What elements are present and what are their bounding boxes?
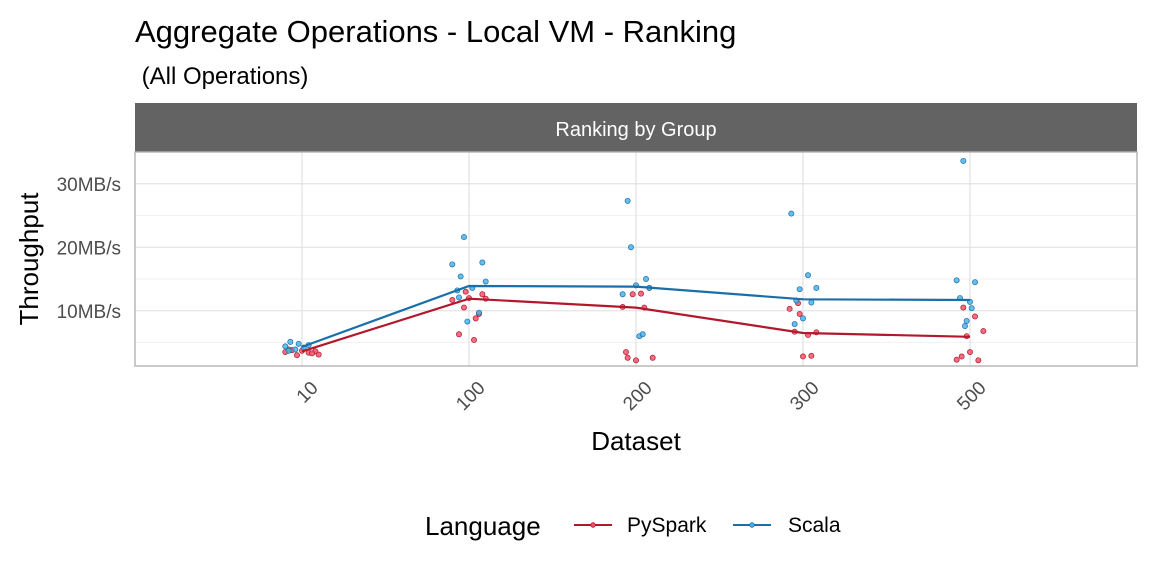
point-scala [282, 343, 289, 350]
legend: Language PySpark Scala [425, 511, 841, 541]
point-scala [292, 346, 299, 353]
point-pyspark [629, 291, 636, 298]
y-tick-label: 10MB/s [57, 302, 121, 323]
point-scala [476, 309, 482, 316]
point-pyspark [972, 313, 978, 320]
point-scala [639, 331, 646, 338]
point-scala [619, 291, 626, 298]
legend-item-scala: Scala [733, 514, 841, 537]
point-pyspark [638, 290, 644, 297]
series-lines [301, 284, 971, 353]
point-pyspark [294, 352, 300, 359]
point-pyspark [958, 353, 965, 360]
point-pyspark [456, 331, 462, 338]
point-scala [953, 277, 960, 284]
point-scala [800, 315, 806, 322]
y-axis-title: Throughput [14, 192, 44, 326]
legend-key-dot-pyspark [590, 522, 596, 528]
point-pyspark [309, 350, 315, 357]
point-pyspark [624, 354, 631, 361]
point-scala [457, 273, 464, 280]
point-scala [791, 321, 798, 328]
point-pyspark [479, 291, 486, 298]
point-scala [960, 157, 967, 164]
point-pyspark [796, 310, 803, 317]
point-scala [968, 305, 975, 312]
point-scala [963, 317, 970, 324]
plot-grid [135, 151, 1137, 366]
point-scala [449, 261, 456, 268]
point-scala [972, 279, 978, 286]
point-scala [456, 294, 462, 301]
point-pyspark [315, 351, 322, 358]
point-scala [482, 278, 489, 285]
point-scala [628, 244, 634, 251]
point-scala [479, 259, 486, 266]
point-pyspark [786, 305, 793, 312]
point-scala [962, 323, 968, 329]
x-tick-label: 10 [293, 378, 323, 408]
x-tick-label: 100 [452, 378, 489, 415]
legend-label-scala: Scala [788, 514, 841, 537]
point-scala [461, 234, 467, 241]
point-scala [796, 286, 803, 293]
legend-title: Language [425, 511, 541, 541]
series-line-scala [301, 284, 971, 348]
legend-label-pyspark: PySpark [627, 514, 707, 537]
point-pyspark [461, 304, 467, 311]
point-pyspark [960, 304, 967, 311]
point-pyspark [953, 356, 960, 363]
scatter-points [282, 157, 987, 364]
y-tick-label: 30MB/s [57, 175, 121, 196]
point-scala [285, 347, 292, 354]
legend-item-pyspark: PySpark [574, 514, 707, 537]
point-scala [464, 318, 471, 325]
chart-title: Aggregate Operations - Local VM - Rankin… [135, 14, 736, 49]
legend-key-dot-scala [749, 522, 755, 528]
chart-subtitle: (All Operations) [135, 63, 308, 90]
point-pyspark [967, 349, 973, 355]
point-scala [805, 272, 811, 279]
x-tick-label: 500 [953, 378, 990, 415]
y-tick-label: 20MB/s [57, 238, 121, 259]
y-tick-labels: 10MB/s 20MB/s 30MB/s [57, 175, 121, 323]
series-line-pyspark [301, 297, 971, 353]
point-scala [643, 276, 649, 282]
point-pyspark [808, 352, 815, 359]
point-scala [788, 210, 795, 217]
point-pyspark [449, 297, 456, 303]
point-pyspark [800, 353, 806, 360]
point-pyspark [980, 328, 987, 335]
point-pyspark [623, 349, 629, 355]
plot-border [134, 151, 1138, 367]
point-pyspark [975, 357, 982, 364]
facet-strip-label: Ranking by Group [555, 119, 716, 141]
point-scala [813, 284, 820, 291]
point-scala [624, 197, 631, 204]
point-scala [287, 338, 294, 345]
point-pyspark [472, 315, 479, 322]
x-tick-labels: 10 100 200 300 500 [293, 378, 991, 415]
x-tick-label: 200 [619, 378, 656, 415]
point-pyspark [649, 354, 656, 361]
facet-strip [135, 103, 1137, 152]
point-pyspark [462, 288, 469, 295]
x-axis-title: Dataset [591, 426, 681, 456]
x-tick-label: 300 [786, 378, 823, 415]
point-pyspark [471, 337, 477, 343]
point-pyspark [633, 357, 639, 364]
point-scala [808, 299, 815, 306]
point-scala [295, 340, 302, 347]
